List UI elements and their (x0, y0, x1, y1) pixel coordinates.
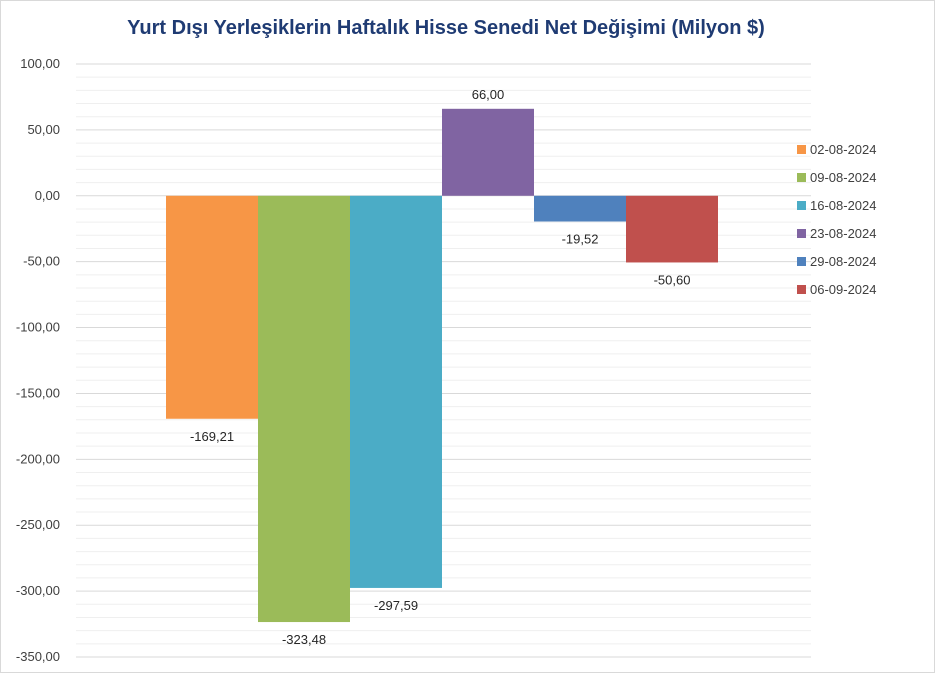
data-label-23-08-2024: 66,00 (472, 87, 505, 102)
y-axis: 100,00 50,00 0,00 -50,00 -100,00 -150,00 -200,… (16, 56, 60, 664)
data-label-06-09-2024: -50,60 (654, 272, 691, 287)
legend-swatch-09-08-2024 (797, 173, 806, 182)
bar-09-08-2024 (258, 195, 350, 623)
data-label-09-08-2024: -323,48 (282, 632, 326, 647)
legend-swatch-29-08-2024 (797, 257, 806, 266)
legend-swatch-06-09-2024 (797, 285, 806, 294)
y-tick-label: -350,00 (16, 649, 60, 664)
legend-label-29-08-2024: 29-08-2024 (810, 254, 877, 269)
bar-23-08-2024 (442, 108, 534, 196)
y-tick-label: -150,00 (16, 385, 60, 400)
bar-16-08-2024 (350, 195, 442, 588)
legend-swatch-16-08-2024 (797, 201, 806, 210)
y-tick-label: 100,00 (20, 56, 60, 71)
bar-29-08-2024 (534, 195, 626, 222)
data-label-02-08-2024: -169,21 (190, 429, 234, 444)
data-label-16-08-2024: -297,59 (374, 598, 418, 613)
y-tick-label: 50,00 (27, 122, 60, 137)
bars (166, 108, 718, 623)
y-tick-label: -100,00 (16, 320, 60, 335)
y-tick-label: -200,00 (16, 451, 60, 466)
data-labels: -169,21 -323,48 -297,59 66,00 -19,52 -50,60 (190, 87, 690, 647)
legend-label-06-09-2024: 06-09-2024 (810, 282, 877, 297)
bar-06-09-2024 (626, 195, 718, 263)
legend-label-02-08-2024: 02-08-2024 (810, 142, 877, 157)
y-tick-label: -250,00 (16, 517, 60, 532)
data-label-29-08-2024: -19,52 (562, 232, 599, 247)
legend-label-23-08-2024: 23-08-2024 (810, 226, 877, 241)
legend-label-16-08-2024: 16-08-2024 (810, 198, 877, 213)
legend-swatch-02-08-2024 (797, 145, 806, 154)
bar-02-08-2024 (166, 195, 258, 419)
legend-label-09-08-2024: 09-08-2024 (810, 170, 877, 185)
chart-title: Yurt Dışı Yerleşiklerin Haftalık Hisse S… (127, 17, 765, 39)
y-tick-label: 0,00 (35, 188, 60, 203)
y-tick-label: -300,00 (16, 583, 60, 598)
y-tick-label: -50,00 (23, 254, 60, 269)
legend-swatch-23-08-2024 (797, 229, 806, 238)
legend: 02-08-2024 09-08-2024 16-08-2024 23-08-2024… (797, 142, 877, 297)
